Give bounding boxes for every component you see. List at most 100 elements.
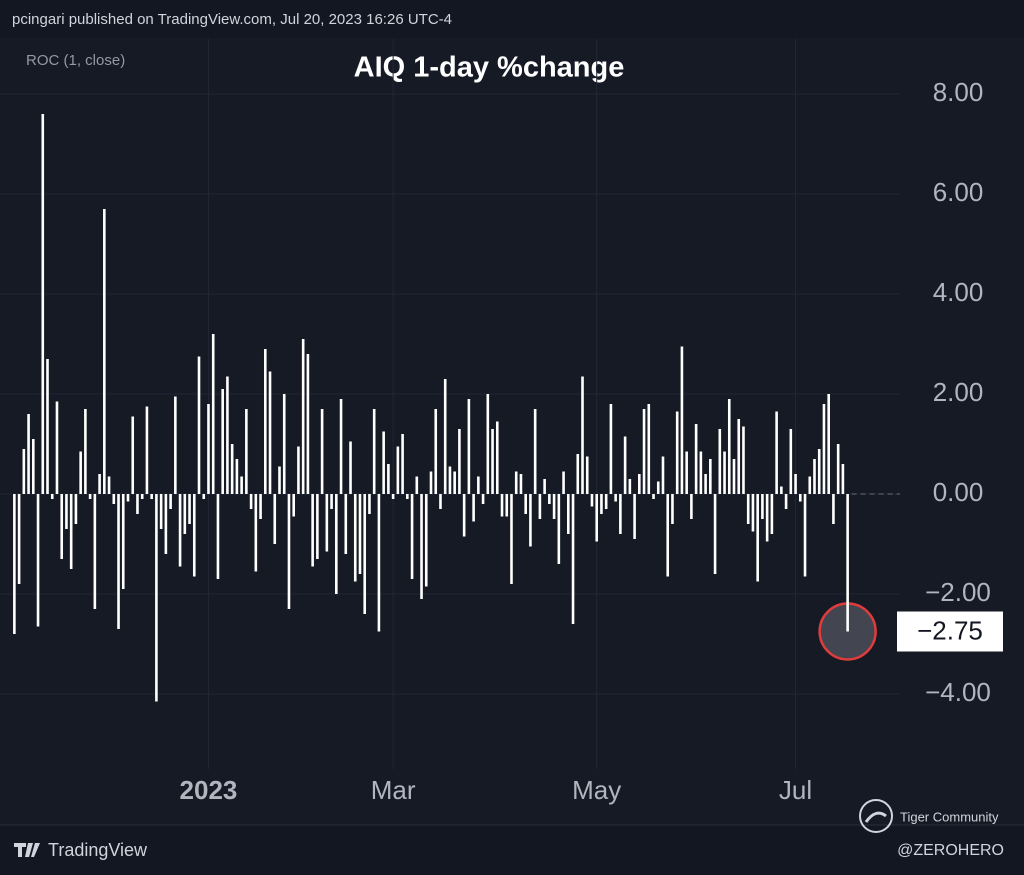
bar bbox=[273, 494, 277, 544]
bar bbox=[216, 494, 220, 579]
bar bbox=[235, 459, 239, 494]
bar bbox=[472, 494, 475, 522]
bar bbox=[448, 466, 452, 494]
bar bbox=[481, 494, 485, 504]
bar bbox=[136, 494, 139, 514]
y-tick-label: −4.00 bbox=[925, 677, 991, 707]
bar bbox=[557, 494, 561, 564]
bar bbox=[339, 399, 343, 494]
bar bbox=[770, 494, 774, 534]
bar bbox=[486, 394, 490, 494]
bar bbox=[197, 356, 201, 494]
bar bbox=[633, 494, 636, 539]
bar bbox=[647, 404, 651, 494]
bar bbox=[808, 476, 812, 494]
bar bbox=[74, 494, 78, 524]
bar bbox=[552, 494, 556, 519]
bar bbox=[718, 429, 722, 494]
bar bbox=[84, 409, 87, 494]
bar bbox=[737, 419, 741, 494]
bar bbox=[477, 476, 480, 494]
bar bbox=[107, 476, 111, 494]
bar bbox=[519, 474, 523, 494]
bar bbox=[548, 494, 551, 504]
bar bbox=[424, 494, 428, 587]
bar bbox=[656, 481, 660, 494]
bar bbox=[282, 394, 286, 494]
bar bbox=[638, 474, 641, 494]
bar bbox=[98, 474, 101, 494]
bar bbox=[709, 459, 712, 494]
bar bbox=[614, 494, 617, 502]
bar bbox=[671, 494, 674, 524]
bar bbox=[221, 389, 224, 494]
bar bbox=[500, 494, 504, 517]
bar bbox=[226, 376, 229, 494]
x-tick-label: Mar bbox=[371, 775, 416, 805]
logo-stripe bbox=[864, 811, 887, 823]
bar bbox=[69, 494, 73, 569]
bar bbox=[50, 494, 54, 499]
bar bbox=[453, 471, 456, 494]
bar bbox=[822, 404, 826, 494]
y-tick-label: 8.00 bbox=[933, 77, 984, 107]
bar bbox=[491, 429, 494, 494]
bar bbox=[382, 431, 385, 494]
bar bbox=[22, 449, 26, 494]
x-tick-label: 2023 bbox=[180, 775, 238, 805]
bar bbox=[150, 494, 153, 499]
bar bbox=[263, 349, 267, 494]
bar bbox=[623, 436, 627, 494]
bar bbox=[140, 494, 144, 499]
bar bbox=[202, 494, 206, 499]
bar bbox=[846, 494, 849, 632]
bar bbox=[32, 439, 35, 494]
bar bbox=[661, 456, 665, 494]
bar bbox=[458, 429, 461, 494]
bar bbox=[619, 494, 622, 534]
bar bbox=[529, 494, 532, 547]
bar bbox=[642, 409, 646, 494]
bar bbox=[699, 451, 703, 494]
bar bbox=[571, 494, 575, 624]
chart-panel bbox=[0, 38, 1024, 825]
bar bbox=[13, 494, 16, 634]
bar bbox=[17, 494, 21, 584]
bar bbox=[761, 494, 764, 519]
bar bbox=[732, 459, 736, 494]
bar bbox=[363, 494, 367, 614]
bar bbox=[685, 451, 688, 494]
bar bbox=[746, 494, 750, 524]
bar bbox=[742, 426, 745, 494]
y-tick-label: −2.00 bbox=[925, 577, 991, 607]
bar bbox=[377, 494, 381, 632]
value-label: −2.75 bbox=[917, 615, 983, 645]
bar bbox=[103, 209, 106, 494]
bar bbox=[784, 494, 788, 509]
bar bbox=[514, 471, 518, 494]
bar bbox=[306, 354, 310, 494]
bar bbox=[188, 494, 191, 524]
bar bbox=[690, 494, 693, 519]
bar bbox=[538, 494, 542, 519]
bar bbox=[396, 446, 400, 494]
bar bbox=[112, 494, 116, 504]
bar bbox=[439, 494, 442, 509]
bar bbox=[159, 494, 163, 529]
bar bbox=[434, 409, 438, 494]
bar bbox=[789, 429, 793, 494]
bar bbox=[813, 459, 816, 494]
value-label-box bbox=[897, 611, 1003, 652]
bar bbox=[429, 471, 433, 494]
chart-title: AIQ 1-day %change bbox=[354, 52, 625, 84]
bar bbox=[368, 494, 371, 514]
bar bbox=[207, 404, 210, 494]
bar bbox=[301, 339, 305, 494]
bar bbox=[775, 411, 778, 494]
bar bbox=[349, 441, 352, 494]
bar bbox=[576, 454, 580, 494]
bar bbox=[297, 446, 300, 494]
watermark: Tiger Community bbox=[900, 809, 999, 824]
bar bbox=[131, 416, 135, 494]
bar bbox=[55, 401, 59, 494]
